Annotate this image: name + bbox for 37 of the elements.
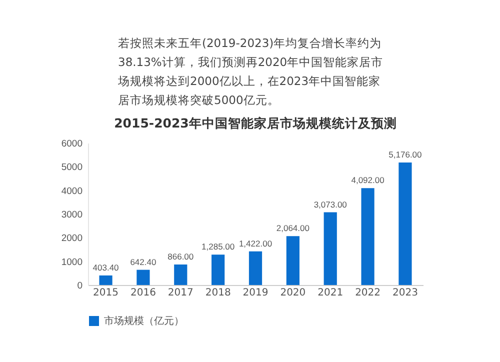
text: 若按照未来五年(2019-2023)年均复合增长率约为38.13%计算，我们预测再2020年中国智能家居市场规模将达到2000亿以上，在2023年中国智能家居市场规模将突破5000亿元。 (118, 35, 384, 109)
bar (248, 251, 262, 285)
x-tick-label: 2022 (355, 288, 381, 298)
x-tick-label: 2016 (130, 288, 156, 298)
bar (99, 275, 112, 285)
x-tick-label: 2015 (93, 288, 119, 298)
y-tick-label: 0 (77, 280, 82, 292)
y-tick-label: 3000 (61, 210, 82, 220)
x-tick-label: 2023 (392, 288, 418, 298)
x-tick-label: 2021 (318, 288, 344, 298)
bar (398, 162, 412, 285)
text: 403.40 (92, 262, 119, 272)
text: 4,092.00 (351, 175, 384, 186)
x-tick-label: 2020 (280, 288, 306, 298)
y-tick-label: 1000 (61, 256, 82, 268)
y-tick-label: 4000 (61, 186, 82, 197)
chart-title: 2015-2023年中国智能家居市场规模统计及预测 (114, 116, 397, 130)
bar (361, 188, 374, 285)
legend-label: 市场规模（亿元） (104, 315, 184, 327)
bar (212, 254, 225, 285)
x-tick-label: 2019 (242, 288, 268, 298)
text: 5,176.00 (388, 150, 422, 160)
x-tick-label: 2018 (205, 288, 231, 298)
text: 1,422.00 (238, 238, 272, 248)
text: 2,064.00 (276, 223, 310, 234)
y-tick-label: 5000 (61, 162, 82, 174)
bar (324, 212, 337, 285)
y-tick-label: 2000 (61, 233, 82, 244)
text: 1,285.00 (202, 242, 235, 252)
bar (136, 270, 150, 285)
x-tick-label: 2017 (168, 288, 194, 298)
text: 642.40 (130, 256, 156, 267)
text: 866.00 (168, 252, 194, 262)
bar (174, 264, 188, 285)
bar (286, 236, 300, 285)
y-tick-label: 6000 (61, 138, 82, 150)
text: 3,073.00 (314, 199, 347, 210)
